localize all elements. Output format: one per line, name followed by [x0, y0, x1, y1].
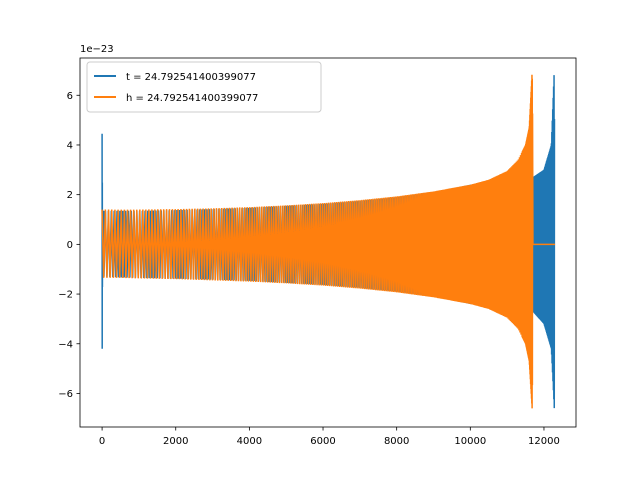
- y-tick-label: 0: [67, 240, 73, 251]
- axes: 0 2000 4000 6000 8000 10000 12000 −6 −4 −2 0 2 4 6: [58, 57, 577, 447]
- y-tick-label: −2: [58, 290, 73, 301]
- plot-area: [101, 74, 556, 409]
- x-tick-label: 10000: [454, 436, 486, 447]
- legend-label-h: h = 24.792541400399077: [126, 93, 258, 104]
- y-tick-label: −6: [58, 389, 73, 400]
- x-tick-label: 8000: [384, 436, 409, 447]
- legend-label-t: t = 24.792541400399077: [126, 72, 256, 83]
- y-tick-label: 4: [67, 140, 73, 151]
- legend-box: [86, 61, 322, 113]
- legend: t = 24.792541400399077 h = 24.7925414003…: [86, 61, 322, 113]
- y-tick-label: 6: [67, 91, 73, 102]
- y-tick-label: 2: [67, 190, 73, 201]
- x-tick-label: 12000: [528, 436, 560, 447]
- y-offset-label: 1e−23: [80, 44, 114, 55]
- x-tick-label: 0: [99, 436, 105, 447]
- series-line-h: [101, 74, 556, 409]
- axes-frame: [79, 57, 577, 428]
- x-tick-label: 6000: [310, 436, 335, 447]
- x-tick-label: 4000: [237, 436, 262, 447]
- x-tick-label: 2000: [163, 436, 188, 447]
- y-tick-label: −4: [58, 339, 73, 350]
